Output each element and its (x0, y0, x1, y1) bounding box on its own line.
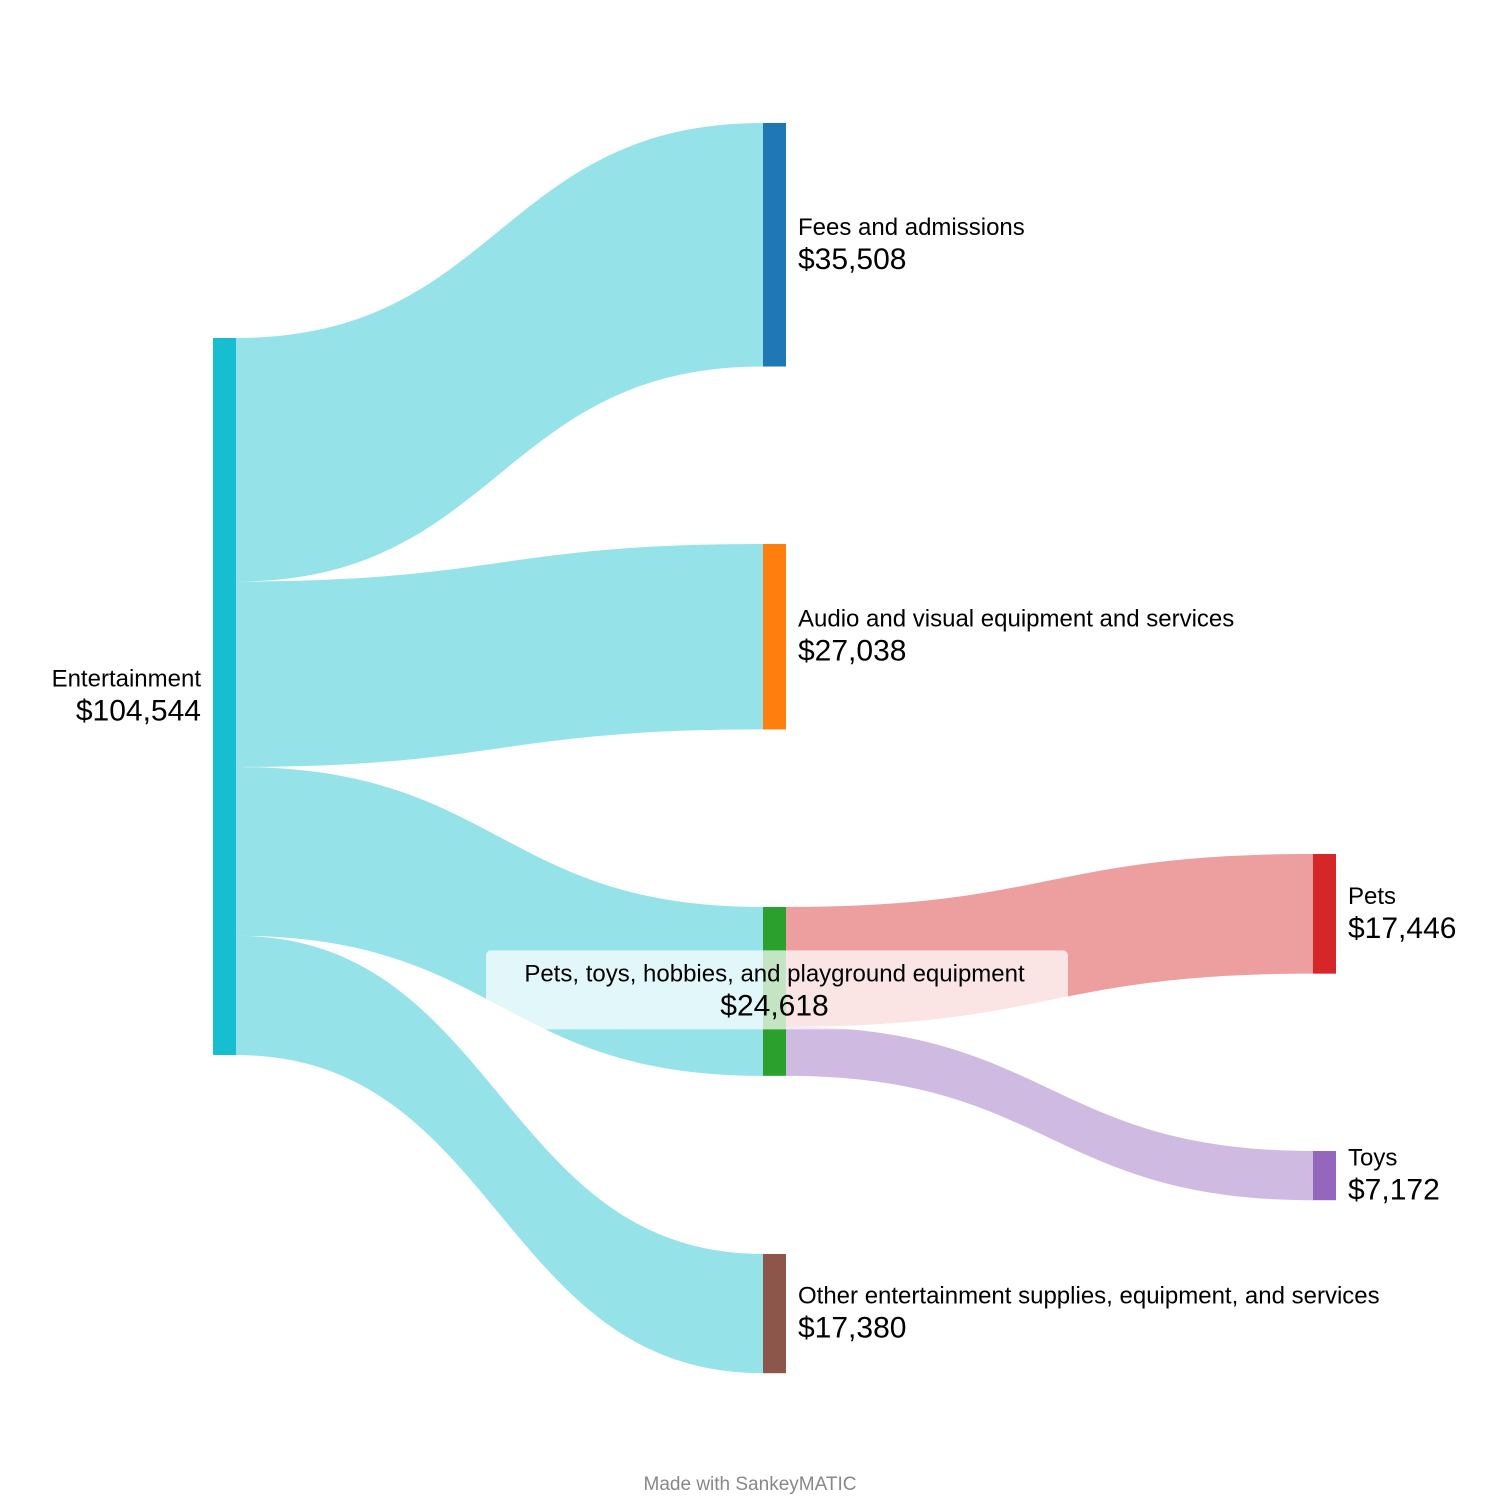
credit-text: Made with SankeyMATIC (644, 1474, 857, 1495)
label-name-pets: Pets (1348, 883, 1396, 910)
label-pets_toys: Pets, toys, hobbies, and playground equi… (486, 950, 1068, 1030)
label-entertainment: Entertainment$104,544 (52, 666, 202, 728)
label-toys: Toys$7,172 (1348, 1145, 1440, 1207)
label-pets: Pets$17,446 (1348, 883, 1456, 945)
label-name-toys: Toys (1348, 1145, 1397, 1172)
label-value-fees: $35,508 (798, 243, 906, 276)
label-value-entertainment: $104,544 (76, 695, 201, 728)
node-bar-entertainment (213, 338, 236, 1055)
label-value-toys: $7,172 (1348, 1174, 1440, 1207)
label-background-pets_toys (486, 950, 1068, 1030)
label-value-pets_toys: $24,618 (720, 989, 828, 1022)
label-name-entertainment: Entertainment (52, 666, 202, 693)
node-bar-toys (1313, 1151, 1336, 1201)
link-pets_toys-to-toys (786, 1026, 1313, 1201)
label-other: Other entertainment supplies, equipment,… (798, 1283, 1380, 1345)
node-bar-audio (763, 544, 786, 730)
label-name-pets_toys: Pets, toys, hobbies, and playground equi… (524, 960, 1025, 987)
label-value-other: $17,380 (798, 1312, 906, 1345)
node-bars (213, 123, 1336, 1374)
label-name-fees: Fees and admissions (798, 214, 1025, 241)
link-entertainment-to-other (236, 935, 763, 1374)
link-entertainment-to-fees (236, 123, 763, 582)
node-labels: Entertainment$104,544 Fees and admissions… (52, 214, 1457, 1345)
link-entertainment-to-audio (236, 544, 763, 767)
label-name-other: Other entertainment supplies, equipment,… (798, 1283, 1380, 1310)
label-fees: Fees and admissions$35,508 (798, 214, 1025, 276)
node-bar-other (763, 1254, 786, 1374)
label-value-pets: $17,446 (1348, 912, 1456, 945)
label-value-audio: $27,038 (798, 635, 906, 668)
node-bar-pets (1313, 854, 1336, 974)
node-bar-fees (763, 123, 786, 367)
label-name-audio: Audio and visual equipment and services (798, 606, 1234, 633)
label-audio: Audio and visual equipment and services$… (798, 606, 1234, 668)
